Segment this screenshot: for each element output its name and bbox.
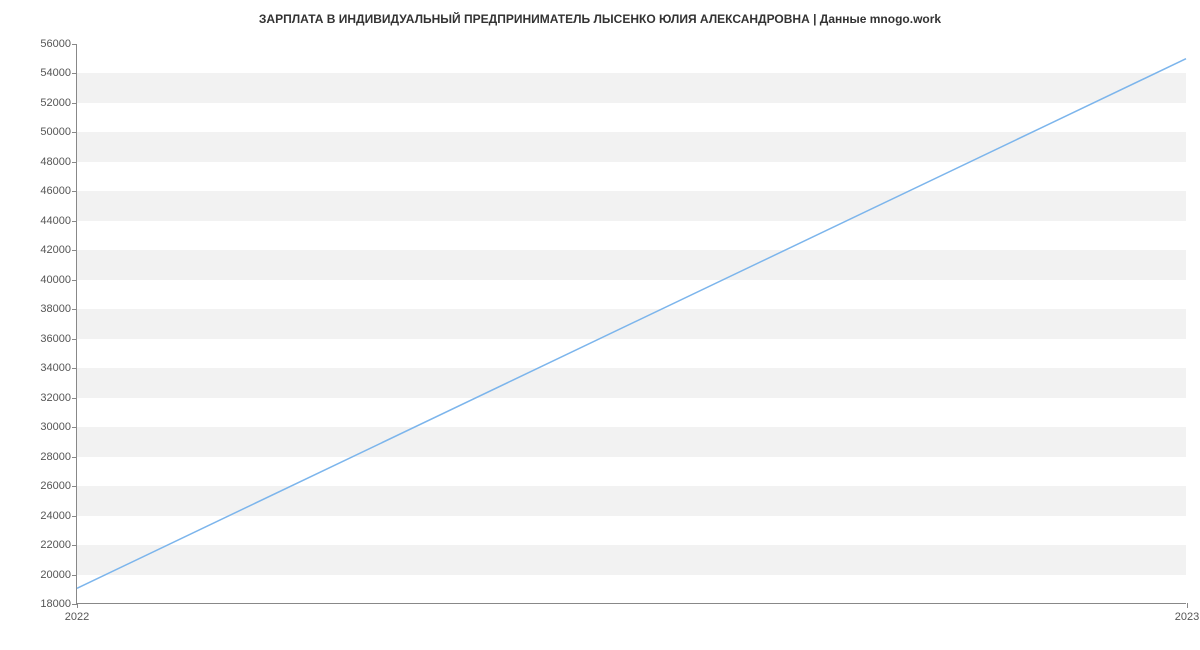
y-tick-mark — [72, 73, 77, 74]
y-tick-mark — [72, 575, 77, 576]
y-tick-mark — [72, 427, 77, 428]
y-tick-mark — [72, 44, 77, 45]
x-tick-label: 2023 — [1175, 611, 1199, 623]
y-tick-label: 26000 — [40, 480, 71, 492]
y-tick-label: 34000 — [40, 362, 71, 374]
y-tick-label: 22000 — [40, 539, 71, 551]
y-tick-label: 20000 — [40, 569, 71, 581]
y-tick-label: 56000 — [40, 38, 71, 50]
y-tick-label: 36000 — [40, 333, 71, 345]
y-tick-mark — [72, 162, 77, 163]
y-tick-mark — [72, 457, 77, 458]
y-tick-label: 18000 — [40, 598, 71, 610]
y-tick-mark — [72, 339, 77, 340]
y-tick-label: 40000 — [40, 274, 71, 286]
y-tick-label: 44000 — [40, 215, 71, 227]
y-tick-mark — [72, 309, 77, 310]
x-tick-mark — [1187, 603, 1188, 608]
y-tick-label: 46000 — [40, 185, 71, 197]
y-tick-mark — [72, 250, 77, 251]
y-tick-label: 28000 — [40, 451, 71, 463]
y-tick-mark — [72, 486, 77, 487]
y-tick-mark — [72, 191, 77, 192]
y-tick-label: 30000 — [40, 421, 71, 433]
y-tick-label: 48000 — [40, 156, 71, 168]
y-tick-label: 32000 — [40, 392, 71, 404]
y-tick-mark — [72, 545, 77, 546]
y-tick-label: 24000 — [40, 510, 71, 522]
y-tick-mark — [72, 516, 77, 517]
y-tick-mark — [72, 368, 77, 369]
y-tick-label: 42000 — [40, 244, 71, 256]
plot-rect: 1800020000220002400026000280003000032000… — [76, 44, 1186, 604]
x-tick-mark — [77, 603, 78, 608]
chart-plot-area: 1800020000220002400026000280003000032000… — [76, 44, 1186, 604]
chart-title: ЗАРПЛАТА В ИНДИВИДУАЛЬНЫЙ ПРЕДПРИНИМАТЕЛ… — [0, 0, 1200, 34]
y-tick-label: 50000 — [40, 126, 71, 138]
x-tick-label: 2022 — [65, 611, 89, 623]
y-tick-mark — [72, 221, 77, 222]
y-tick-label: 54000 — [40, 67, 71, 79]
y-tick-label: 38000 — [40, 303, 71, 315]
y-tick-mark — [72, 280, 77, 281]
series-line — [77, 59, 1186, 589]
y-tick-mark — [72, 398, 77, 399]
line-layer — [77, 44, 1186, 603]
y-tick-mark — [72, 132, 77, 133]
y-tick-mark — [72, 103, 77, 104]
y-tick-label: 52000 — [40, 97, 71, 109]
